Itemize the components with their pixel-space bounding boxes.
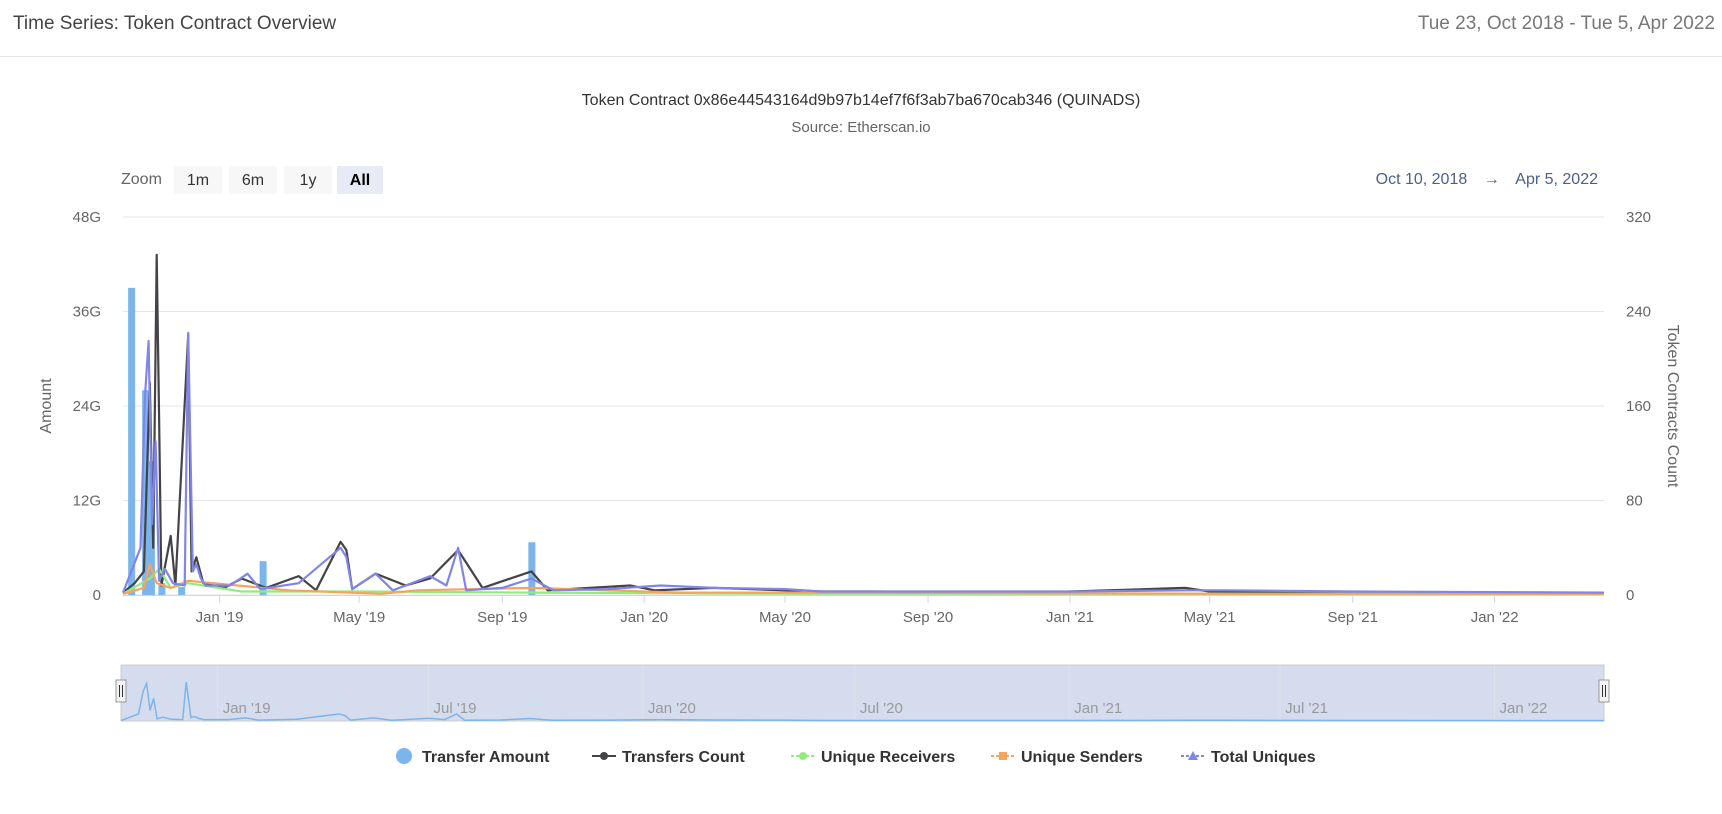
x-tick-label: May '19: [333, 609, 385, 626]
range-from[interactable]: Oct 10, 2018: [1376, 171, 1468, 188]
zoom-button-6m-label: 6m: [242, 172, 264, 189]
x-tick-label: Jan '22: [1471, 609, 1519, 626]
x-tick-label: May '20: [759, 609, 811, 626]
y-left-axis: 0 12G 24G 36G 48G: [73, 209, 101, 604]
y-left-tick-label: 12G: [73, 493, 101, 510]
legend-label: Total Uniques: [1211, 749, 1316, 766]
navigator-series-line: [120, 680, 1605, 722]
zoom-button-6m[interactable]: 6m: [229, 166, 277, 194]
page-date-range: Tue 23, Oct 2018 - Tue 5, Apr 2022: [1417, 13, 1715, 34]
y-left-tick-label: 48G: [73, 209, 101, 226]
chart-subtitle: Source: Etherscan.io: [791, 119, 930, 136]
navigator-selection[interactable]: [120, 664, 1605, 722]
x-tick-label: Jan '20: [620, 609, 668, 626]
zoom-button-all[interactable]: All: [337, 166, 383, 194]
x-tick-label: May '21: [1184, 609, 1236, 626]
zoom-button-1y[interactable]: 1y: [284, 166, 332, 194]
navigator[interactable]: Jan '19 Jul '19 Jan '20 Jul '20 Jan '21 Jul '…: [115, 664, 1610, 722]
transfer-amount-bar: [259, 561, 267, 595]
navigator-tick-label: Jul '20: [860, 700, 903, 717]
series-transfers-count: [122, 253, 1604, 594]
transfer-amount-bar: [528, 542, 536, 595]
y-left-tick-label: 36G: [73, 304, 101, 321]
transfer-amount-bar: [158, 583, 166, 595]
y-right-axis-title: Token Contracts Count: [1664, 325, 1681, 488]
x-tick-label: Sep '21: [1328, 609, 1378, 626]
zoom-label: Zoom: [121, 171, 162, 188]
series-unique-senders: [122, 563, 1604, 595]
total-uniques-line: [121, 331, 1605, 594]
navigator-tick-label: Jul '21: [1285, 700, 1328, 717]
y-right-tick-label: 240: [1626, 304, 1651, 321]
x-tick-label: Sep '20: [903, 609, 953, 626]
navigator-tick-label: Jul '19: [434, 700, 477, 717]
page-header: Time Series: Token Contract Overview Tue…: [0, 0, 1722, 57]
legend: Transfer Amount Transfers Count Unique Rec…: [396, 748, 1316, 766]
transfer-amount-bar: [147, 461, 155, 595]
series-total-uniques: [121, 331, 1605, 594]
legend-label: Unique Senders: [1021, 749, 1143, 766]
range-display: Oct 10, 2018 → Apr 5, 2022: [1376, 171, 1598, 188]
legend-symbol: [1188, 751, 1198, 760]
range-to[interactable]: Apr 5, 2022: [1515, 171, 1598, 188]
navigator-handle-left[interactable]: [115, 679, 127, 703]
y-right-tick-label: 160: [1626, 398, 1651, 415]
navigator-tick-label: Jan '22: [1499, 700, 1547, 717]
navigator-tick-label: Jan '21: [1074, 700, 1122, 717]
y-right-tick-label: 320: [1626, 209, 1651, 226]
transfers-count-line: [122, 253, 1604, 594]
navigator-tick-label: Jan '20: [648, 700, 696, 717]
unique-receivers-line: [122, 567, 1604, 595]
x-tick-label: Jan '21: [1046, 609, 1094, 626]
legend-item-unique-receivers[interactable]: Unique Receivers: [791, 749, 955, 766]
y-left-axis-title: Amount: [38, 378, 55, 434]
plot-area: [121, 253, 1605, 595]
y-left-tick-label: 0: [93, 587, 101, 604]
y-left-tick-label: 24G: [73, 398, 101, 415]
transfer-amount-bar: [178, 587, 186, 595]
zoom-button-1m-label: 1m: [187, 172, 209, 189]
navigator-handle-right[interactable]: [1598, 679, 1610, 703]
legend-label: Transfer Amount: [422, 749, 550, 766]
legend-item-total-uniques[interactable]: Total Uniques: [1181, 749, 1316, 766]
legend-symbol: [396, 748, 412, 764]
zoom-button-1y-label: 1y: [300, 172, 317, 189]
legend-label: Transfers Count: [622, 749, 745, 766]
legend-symbol: [799, 752, 807, 760]
grid-lines: [123, 216, 1604, 596]
navigator-handle-box[interactable]: [1598, 679, 1610, 703]
legend-item-transfer-amount[interactable]: Transfer Amount: [396, 748, 550, 766]
y-right-tick-label: 80: [1626, 493, 1643, 510]
navigator-tick-label: Jan '19: [223, 700, 271, 717]
page-title: Time Series: Token Contract Overview: [13, 13, 337, 34]
x-tick-label: Jan '19: [196, 609, 244, 626]
series-unique-receivers: [122, 567, 1604, 595]
legend-item-transfers-count[interactable]: Transfers Count: [592, 749, 745, 766]
y-right-axis: 0 80 160 240 320: [1626, 209, 1651, 604]
zoom-button-all-label: All: [350, 172, 370, 189]
zoom-button-1m[interactable]: 1m: [174, 166, 222, 194]
legend-item-unique-senders[interactable]: Unique Senders: [991, 749, 1143, 766]
legend-symbol: [600, 752, 608, 760]
legend-symbol: [999, 752, 1007, 760]
chart-title: Token Contract 0x86e44543164d9b97b14ef7f…: [582, 92, 1141, 109]
transfer-amount-bar: [128, 287, 136, 595]
legend-label: Unique Receivers: [821, 749, 955, 766]
chart: Token Contract 0x86e44543164d9b97b14ef7f…: [38, 92, 1681, 766]
x-tick-label: Sep '19: [477, 609, 527, 626]
unique-senders-line: [122, 563, 1604, 595]
range-arrow: →: [1484, 171, 1500, 188]
y-right-tick-label: 0: [1626, 587, 1634, 604]
navigator-handle-box[interactable]: [115, 679, 127, 703]
x-axis: Jan '19 May '19 Sep '19 Jan '20 May '20 Sep '…: [123, 595, 1604, 626]
